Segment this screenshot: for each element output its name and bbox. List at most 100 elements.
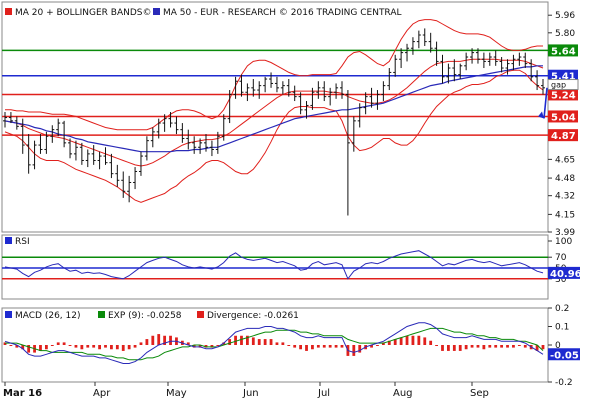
divergence-bar (163, 335, 167, 345)
price-tick-label: 4.32 (555, 192, 575, 202)
ohlc-bar (387, 68, 392, 91)
ohlc-bar (298, 92, 303, 115)
divergence-bar (417, 335, 421, 345)
legend-exp: EXP (9): -0.0258 (108, 311, 182, 321)
divergence-bar (198, 345, 202, 348)
projection-arrow (543, 87, 548, 119)
legend-exp-swatch (98, 311, 105, 318)
divergence-bar (305, 345, 308, 351)
ohlc-bar (227, 90, 232, 124)
divergence-bar (169, 335, 172, 345)
price-tick-label: 5.96 (555, 11, 575, 21)
macd-current-box (548, 348, 580, 361)
divergence-bar (506, 345, 509, 348)
ohlc-bar (399, 48, 404, 69)
ohlc-bar (464, 52, 469, 71)
divergence-bar (86, 345, 90, 348)
ohlc-bar (369, 87, 374, 108)
ohlc-bar (204, 134, 209, 152)
gap-tag: gap (551, 81, 566, 90)
divergence-bar (322, 345, 326, 348)
level-label-box (548, 88, 578, 101)
macd-tick-label: 0.1 (555, 323, 569, 333)
ohlc-bar (44, 131, 49, 154)
divergence-bar (464, 345, 468, 350)
ohlc-bar (150, 127, 155, 148)
ohlc-bar (198, 138, 203, 154)
divergence-bar (98, 345, 101, 350)
legend-rsi-swatch (5, 237, 12, 244)
rsi-tick-label: 30 (555, 275, 567, 285)
ohlc-bar (79, 142, 84, 165)
ohlc-bar (422, 28, 427, 47)
divergence-bar (240, 335, 243, 345)
rsi-tick-label: 100 (555, 237, 572, 247)
ohlc-bar (375, 90, 380, 110)
ohlc-bar (20, 118, 25, 154)
level-label: 5.64 (551, 46, 576, 57)
divergence-bar (316, 345, 320, 348)
divergence-bar (234, 335, 237, 345)
ohlc-bar (3, 112, 7, 128)
divergence-bar (56, 342, 60, 345)
ohlc-bar (529, 59, 534, 82)
rsi-frame (1, 234, 549, 300)
divergence-bar (447, 345, 450, 351)
divergence-bar (204, 345, 208, 348)
legend-divergence-swatch (197, 311, 204, 318)
level-label-box (548, 69, 578, 82)
ohlc-bar (103, 147, 108, 165)
divergence-bar (15, 345, 19, 348)
ohlc-bar (251, 79, 256, 97)
divergence-bar (44, 345, 48, 350)
ohlc-bar (286, 79, 291, 97)
macd-panel: 0.2 0.1 0 -0.2 -0.05 (1, 304, 580, 388)
divergence-bar (482, 345, 486, 350)
ohlc-bar (304, 101, 309, 119)
ohlc-bar (310, 87, 315, 110)
divergence-bar (257, 339, 261, 345)
ohlc-bar (405, 43, 410, 62)
ohlc-bar (56, 118, 61, 137)
divergence-bar (245, 335, 249, 345)
rsi-tick-label: 70 (555, 253, 567, 263)
divergence-bar (488, 345, 492, 348)
ohlc-bar (351, 116, 356, 152)
rsi-current-label: 40.96 (550, 269, 582, 280)
ohlc-bar (487, 52, 492, 66)
ohlc-bar (14, 116, 19, 130)
divergence-bar (470, 345, 474, 348)
ohlc-bar (121, 171, 126, 198)
ohlc-bar (26, 134, 31, 174)
divergence-bar (512, 345, 515, 348)
date-tick-label: Apr (93, 388, 111, 399)
divergence-bar (494, 345, 498, 348)
divergence-bar (251, 337, 255, 345)
ohlc-bar (221, 114, 226, 141)
legend-macd-swatch (5, 311, 12, 318)
ohlc-bar (410, 37, 415, 55)
divergence-bar (387, 340, 391, 345)
divergence-bar (192, 345, 196, 348)
ohlc-bar (115, 164, 120, 187)
divergence-bar (476, 345, 480, 348)
macd-tick-label: 0 (555, 341, 561, 351)
divergence-bar (441, 345, 444, 351)
ohlc-bar (339, 81, 344, 99)
divergence-bar (352, 345, 356, 356)
ohlc-bar (62, 120, 67, 148)
ohlc-bar (434, 41, 439, 66)
ohlc-bar (345, 90, 350, 216)
level-label-box (548, 110, 578, 123)
ohlc-bar (322, 81, 327, 102)
ohlc-bar (523, 52, 528, 69)
ohlc-bar (280, 81, 285, 95)
ohlc-bar (363, 92, 368, 115)
legend-macd: MACD (26, 12) (15, 311, 81, 321)
ohlc-bar (97, 151, 102, 170)
date-axis: Mar 16 Apr May Jun Jul Aug Sep (3, 382, 489, 399)
ohlc-bar (292, 85, 297, 102)
ohlc-bar (156, 118, 161, 139)
ohlc-bar (109, 153, 114, 179)
